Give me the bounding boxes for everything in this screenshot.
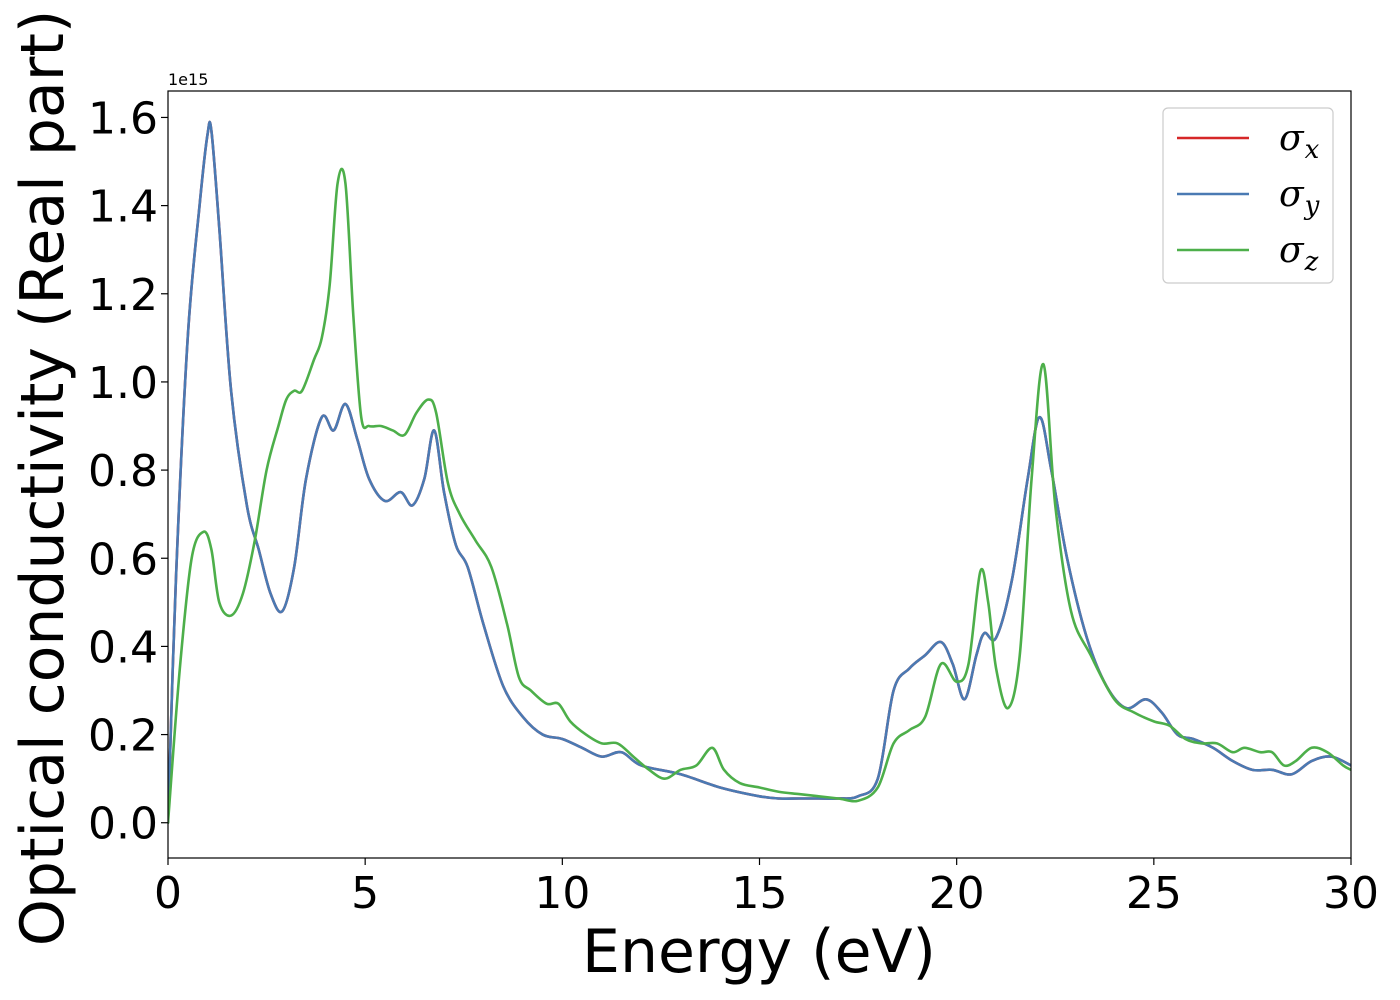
y-tick-label: 1.0	[88, 358, 158, 409]
series-line-z	[168, 167, 1351, 825]
x-tick-label: 25	[1126, 868, 1182, 919]
y-tick-label: 0.8	[88, 446, 158, 497]
x-axis-title: Energy (eV)	[582, 917, 936, 987]
series-group	[168, 120, 1351, 825]
x-tick-label: 30	[1323, 868, 1379, 919]
y-tick-label: 1.2	[88, 270, 158, 321]
y-tick-label: 1.6	[88, 93, 158, 144]
legend-label: σy	[1279, 174, 1320, 221]
x-tick-label: 20	[929, 868, 985, 919]
legend-item-x: σx	[1177, 118, 1320, 165]
y-axis-title: Optical conductivity (Real part)	[8, 10, 78, 947]
y-tick-label: 0.4	[88, 622, 158, 673]
legend-item-z: σz	[1177, 230, 1319, 277]
legend-item-y: σy	[1177, 174, 1320, 221]
y-tick-label: 0.0	[88, 799, 158, 850]
y-offset-text: 1e15	[168, 70, 208, 89]
x-tick-label: 10	[534, 868, 590, 919]
x-tick-label: 15	[732, 868, 788, 919]
legend-label: σx	[1279, 118, 1320, 165]
legend-label: σz	[1279, 230, 1319, 277]
legend: σx σy σz	[1162, 107, 1334, 284]
legend-box	[1162, 107, 1334, 284]
y-tick-label: 0.2	[88, 711, 158, 762]
axes: 0 5 10 15 20 25 30 0.0 0.2 0.4 0.6 0.8 1.0 1.2 1.4 1.6	[88, 90, 1379, 919]
plot-area	[168, 120, 1351, 825]
x-tick-label: 0	[154, 868, 182, 919]
y-tick-label: 1.4	[88, 182, 158, 233]
x-tick-label: 5	[351, 868, 379, 919]
y-tick-label: 0.6	[88, 534, 158, 585]
